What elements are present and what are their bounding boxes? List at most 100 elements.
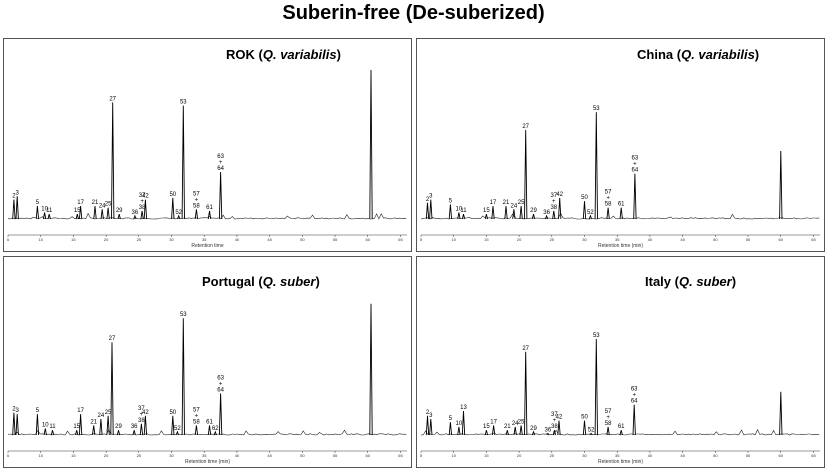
peak-mark xyxy=(75,430,79,436)
panel-species: (Q. suber) xyxy=(674,274,737,289)
peak-label: 61 xyxy=(618,424,625,430)
peak-label: 57 +58 xyxy=(605,409,612,427)
panel-label: ROK (Q. variabilis) xyxy=(226,47,341,62)
x-tick-label: 50 xyxy=(713,237,718,242)
peak-mark xyxy=(110,342,114,436)
x-tick-label: 25 xyxy=(137,237,142,242)
peak-mark xyxy=(117,213,121,220)
peak-mark xyxy=(779,150,783,220)
peak-mark xyxy=(484,213,489,220)
x-tick-label: 30 xyxy=(169,237,174,242)
peak-mark xyxy=(504,205,508,220)
peak-label: 52 xyxy=(588,427,595,433)
peak-mark xyxy=(606,207,610,220)
peak-label: 3 xyxy=(16,408,20,414)
peak-mark xyxy=(194,209,199,220)
peak-label: 10 xyxy=(456,421,463,427)
x-tick-label: 60 xyxy=(366,237,371,242)
x-tick-label: 15 xyxy=(71,453,76,458)
peak-mark xyxy=(177,214,181,220)
peak-label: 29 xyxy=(530,426,537,432)
peak-label: 57 +58 xyxy=(193,407,200,425)
peak-mark xyxy=(175,430,180,436)
peak-label: 36 xyxy=(543,210,550,216)
peak-mark xyxy=(512,209,516,220)
x-tick-label: 55 xyxy=(746,453,751,458)
peak-label: 61 xyxy=(618,202,625,208)
peak-label: 5 xyxy=(36,408,40,414)
peak-label: 24 xyxy=(512,421,519,427)
peak-mark xyxy=(78,414,83,436)
peak-mark xyxy=(505,430,509,436)
peak-mark xyxy=(133,214,137,220)
peak-label: 3 xyxy=(429,194,433,200)
peak-label: 15 xyxy=(483,208,490,214)
peak-mark xyxy=(519,205,523,220)
x-tick-label: 40 xyxy=(648,453,653,458)
peak-mark xyxy=(531,213,536,220)
peak-label: 2 xyxy=(12,194,16,200)
peak-mark xyxy=(552,430,557,436)
peak-label: 15 xyxy=(74,208,81,214)
peak-mark xyxy=(106,415,110,436)
peak-mark xyxy=(546,432,550,436)
peak-mark xyxy=(78,205,83,220)
x-tick-label: 40 xyxy=(235,453,240,458)
peak-mark xyxy=(582,201,587,220)
peak-mark xyxy=(92,425,96,436)
x-tick-label: 30 xyxy=(582,453,587,458)
x-tick-label: 45 xyxy=(267,453,272,458)
panel-label: China (Q. variabilis) xyxy=(637,47,759,62)
baseline-trace xyxy=(7,429,407,436)
x-axis-label: Retention time (min) xyxy=(598,459,643,465)
peak-label: 57 +58 xyxy=(193,191,200,209)
peak-mark xyxy=(448,422,453,436)
peak-mark xyxy=(425,415,430,436)
peak-label: 37 +38 xyxy=(550,193,557,211)
peak-mark xyxy=(75,213,79,220)
peak-mark xyxy=(779,391,783,436)
chromatogram-panel-china: 2 3 5 10 11 15 17 21 24 25 27 29 36 37 +38 42 50 52 53 57 +5… xyxy=(416,38,825,252)
peak-label: 10 xyxy=(456,207,463,213)
peak-mark xyxy=(531,430,536,436)
panel-location: Portugal xyxy=(202,274,255,289)
peak-label: 37 +38 xyxy=(551,412,558,430)
peak-label: 29 xyxy=(530,208,537,214)
peak-mark xyxy=(519,425,523,436)
x-tick-label: 5 xyxy=(7,237,10,242)
peak-label: 21 xyxy=(504,424,511,430)
peak-mark xyxy=(552,210,556,220)
peak-label: 42 xyxy=(142,410,149,416)
peak-label: 15 xyxy=(73,424,80,430)
peak-label: 42 xyxy=(142,194,149,200)
peak-mark xyxy=(457,212,461,220)
peak-label: 24 xyxy=(99,203,106,209)
peak-label: 17 xyxy=(77,200,84,206)
peak-mark xyxy=(100,209,104,220)
peak-label: 29 xyxy=(116,208,123,214)
x-tick-label: 5 xyxy=(7,453,10,458)
peak-label: 3 xyxy=(429,413,433,419)
peak-label: 50 xyxy=(169,192,176,198)
peak-label: 53 xyxy=(593,106,600,112)
x-tick-label: 45 xyxy=(680,237,685,242)
peak-label: 63 +64 xyxy=(631,387,638,405)
panel-label: Italy (Q. suber) xyxy=(645,274,736,289)
peak-mark xyxy=(132,430,136,436)
peak-mark xyxy=(207,425,212,436)
peak-mark xyxy=(633,173,637,220)
peak-label: 25 xyxy=(105,410,112,416)
peak-label: 13 xyxy=(460,405,467,411)
x-tick-label: 35 xyxy=(202,237,207,242)
peak-mark xyxy=(589,432,593,436)
peak-mark xyxy=(484,430,489,436)
peak-label: 5 xyxy=(449,198,453,204)
peak-mark xyxy=(594,112,598,220)
peak-mark xyxy=(425,202,430,220)
peak-mark xyxy=(194,425,199,436)
x-tick-label: 55 xyxy=(333,453,338,458)
peak-mark xyxy=(429,199,433,220)
baseline-trace xyxy=(7,212,407,220)
